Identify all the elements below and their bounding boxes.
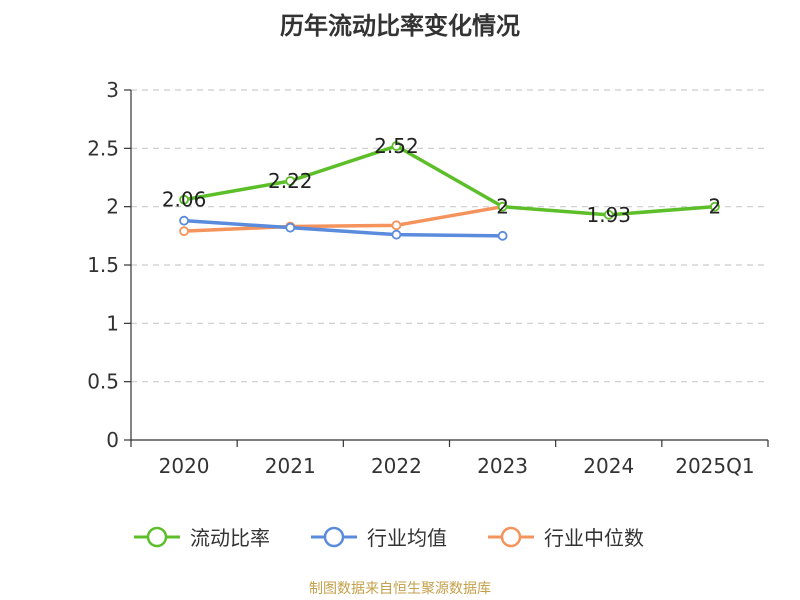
legend-marker	[500, 526, 522, 548]
data-label: 2.06	[162, 188, 207, 212]
y-tick-label: 3	[106, 78, 119, 102]
data-label: 1.93	[586, 203, 631, 227]
y-tick-label: 1.5	[87, 253, 119, 277]
legend-item-1[interactable]: 行业均值	[311, 526, 447, 550]
series-1-point[interactable]	[285, 222, 296, 233]
series-layer	[179, 141, 720, 241]
x-tick-label: 2023	[477, 454, 528, 478]
y-tick-label: 2	[106, 195, 119, 219]
series-0-point[interactable]	[603, 209, 614, 220]
data-label: 2.52	[374, 134, 419, 158]
series-2-point[interactable]	[391, 220, 402, 231]
series-1-point[interactable]	[497, 230, 508, 241]
legend-label: 行业中位数	[544, 526, 644, 550]
legend-label: 流动比率	[190, 526, 270, 550]
series-0-point[interactable]	[285, 176, 296, 186]
legend-item-0[interactable]: 流动比率	[134, 526, 270, 550]
series-1-point[interactable]	[179, 215, 189, 226]
chart-title: 历年流动比率变化情况	[280, 12, 520, 40]
legend-marker	[146, 526, 168, 548]
x-tick-label: 2025Q1	[675, 454, 754, 478]
x-tick-label: 2020	[159, 454, 210, 478]
grid-lines	[131, 89, 768, 383]
series-0-point[interactable]	[179, 194, 189, 205]
data-label: 2.22	[268, 169, 313, 193]
data-labels: 2.06 2.22 2.52 2 1.93 2	[162, 134, 721, 227]
x-tick-label: 2021	[265, 454, 316, 478]
legend[interactable]: 流动比率 行业均值 行业中位数	[134, 526, 644, 550]
series-0-point[interactable]	[710, 201, 720, 212]
y-tick-label: 0.5	[87, 370, 119, 394]
legend-item-2[interactable]: 行业中位数	[488, 526, 644, 550]
legend-marker	[323, 526, 345, 548]
series-line-1	[183, 218, 503, 238]
legend-label: 行业均值	[367, 526, 447, 550]
y-tick-label: 2.5	[87, 136, 119, 160]
data-label: 2	[709, 195, 722, 219]
series-0-point[interactable]	[391, 141, 402, 151]
x-tick-label: 2022	[371, 454, 422, 478]
series-0-point[interactable]	[497, 201, 508, 212]
y-tick-label: 0	[106, 428, 119, 452]
series-line-2	[184, 204, 503, 233]
series-line-0	[183, 144, 716, 217]
data-label: 2	[496, 195, 509, 219]
axes: 0 0.5 1 1.5 2 2.5 3 2020 2021 2022 2023 2024 2025Q1	[87, 78, 769, 478]
series-1-point[interactable]	[391, 229, 402, 240]
source-note: 制图数据来自恒生聚源数据库	[309, 581, 491, 597]
y-tick-label: 1	[106, 311, 119, 335]
series-2-point[interactable]	[179, 226, 189, 237]
x-tick-label: 2024	[583, 454, 634, 478]
